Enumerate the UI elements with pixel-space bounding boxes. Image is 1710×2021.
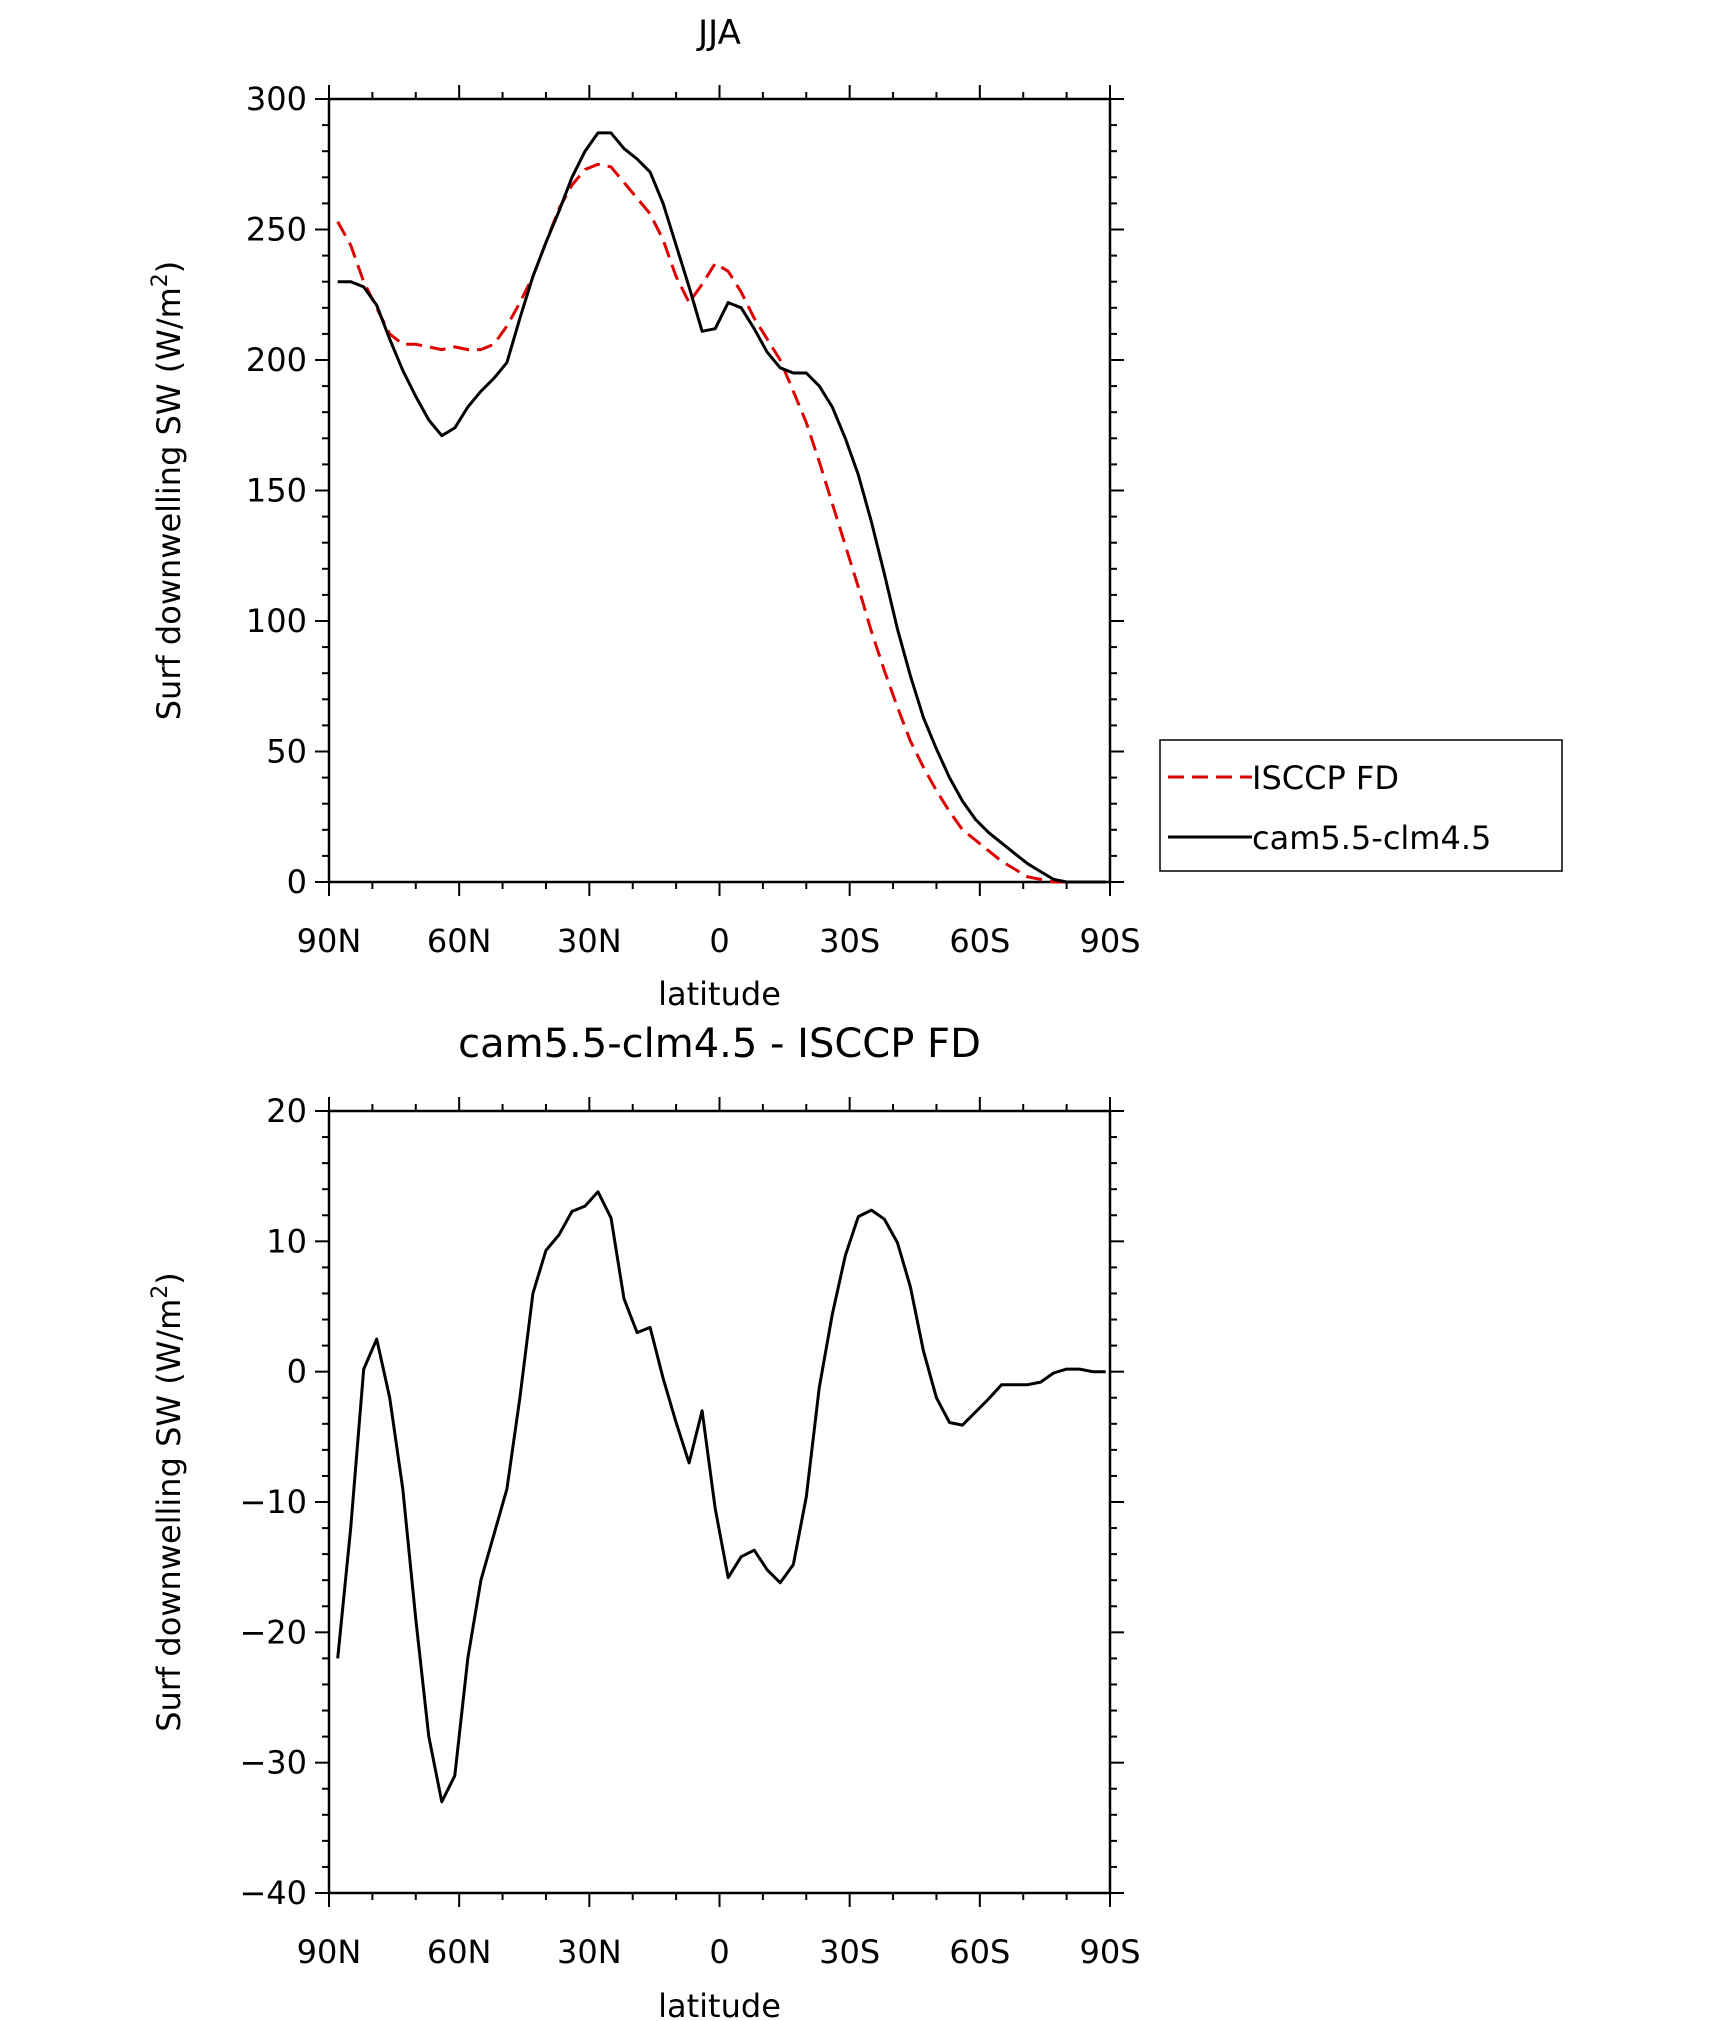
x-tick-label: 30N <box>557 1933 622 1971</box>
x-tick-label: 60S <box>949 922 1010 960</box>
y-tick-label: 0 <box>287 863 307 901</box>
y-tick-label: 250 <box>246 211 307 249</box>
y-tick-label: 20 <box>266 1092 307 1130</box>
legend: ISCCP FD cam5.5-clm4.5 <box>1159 739 1563 872</box>
x-tick-label: 0 <box>709 1933 729 1971</box>
plot-frame <box>327 1109 1112 1895</box>
x-tick-label: 90N <box>297 922 362 960</box>
legend-box <box>1159 739 1563 872</box>
chart-title: cam5.5-clm4.5 - ISCCP FD <box>458 1021 981 1067</box>
y-tick-label: −20 <box>239 1613 307 1651</box>
legend-label: cam5.5-clm4.5 <box>1252 819 1491 857</box>
y-tick-label: 300 <box>246 80 307 118</box>
x-tick-label: 30N <box>557 922 622 960</box>
y-tick-label: 0 <box>287 1353 307 1391</box>
y-tick-label: 100 <box>246 602 307 640</box>
legend-label: ISCCP FD <box>1252 759 1399 797</box>
y-tick-label: 10 <box>266 1222 307 1260</box>
series-line-isccp-fd <box>336 162 1106 884</box>
x-tick-label: 90S <box>1079 922 1140 960</box>
x-tick-label: 90N <box>297 1933 362 1971</box>
series-line-cam5-5-clm4-5-isccp-fd <box>336 1190 1106 1804</box>
y-axis-label: Surf downwelling SW (W/m2) <box>148 261 188 721</box>
chart-panel-1: JJA 90N 60N 30N 0 30S 60S 90S 0 50 100 150 200 250 300… <box>148 13 1563 1013</box>
x-tick-label: 0 <box>709 922 729 960</box>
y-axis-label-text: Surf downwelling SW (W/m <box>150 287 188 720</box>
x-tick-label: 60N <box>427 1933 492 1971</box>
y-axis-label-close: ) <box>150 1272 188 1284</box>
x-axis-label: latitude <box>658 1987 781 2021</box>
x-tick-label: 60S <box>949 1933 1010 1971</box>
y-tick-label: 150 <box>246 472 307 510</box>
x-axis-label: latitude <box>658 975 781 1013</box>
y-tick-label: 200 <box>246 341 307 379</box>
y-tick-label: −10 <box>239 1483 307 1521</box>
y-axis-label: Surf downwelling SW (W/m2) <box>148 1272 188 1732</box>
y-axis-label-text: Surf downwelling SW (W/m <box>150 1299 188 1732</box>
y-tick-label: 50 <box>266 733 307 771</box>
chart-title: JJA <box>696 13 741 53</box>
y-axis-label-close: ) <box>150 261 188 273</box>
x-tick-label: 60N <box>427 922 492 960</box>
plot-frame <box>327 97 1112 884</box>
x-tick-label: 90S <box>1079 1933 1140 1971</box>
x-tick-label: 30S <box>819 1933 880 1971</box>
chart-panel-2: cam5.5-clm4.5 - ISCCP FD 90N 60N 30N 0 30S 60S… <box>148 1021 1141 2021</box>
y-axis-label-sup: 2 <box>148 273 173 287</box>
series-line-cam5-5-clm4-5 <box>337 131 1106 884</box>
y-tick-label: −30 <box>239 1744 307 1782</box>
y-axis-label-sup: 2 <box>148 1285 173 1299</box>
y-tick-label: −40 <box>239 1874 307 1912</box>
x-tick-label: 30S <box>819 922 880 960</box>
